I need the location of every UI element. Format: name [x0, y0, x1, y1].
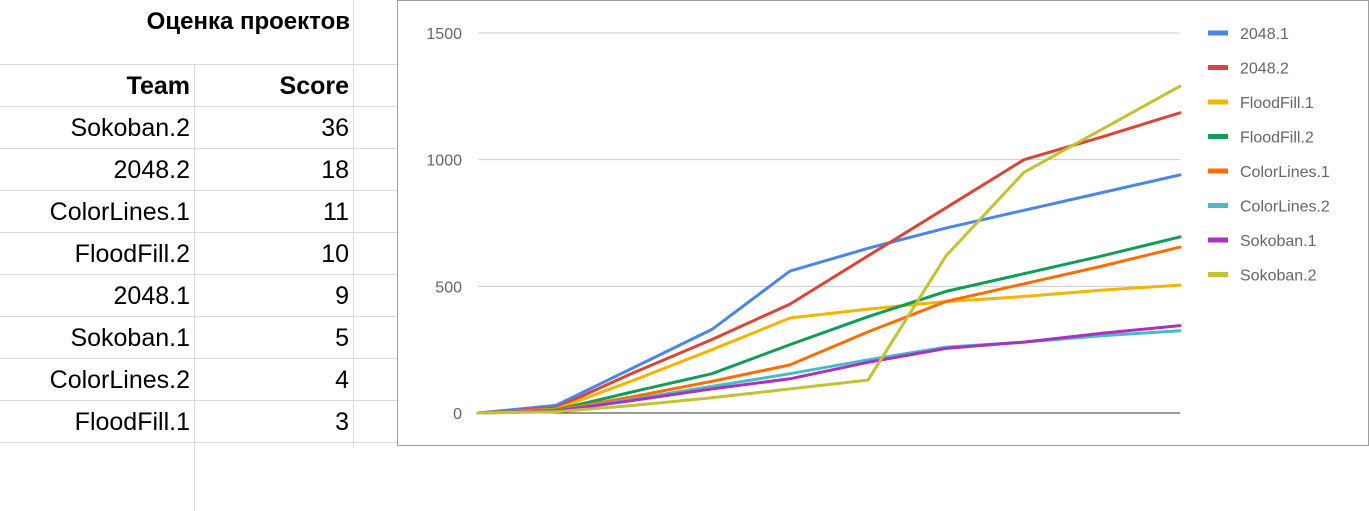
legend-label: 2048.2	[1240, 61, 1289, 78]
y-tick-label: 1000	[426, 153, 462, 170]
y-tick-label: 1500	[426, 26, 462, 43]
sheet-title[interactable]: Оценка проектов	[146, 8, 350, 35]
team-cell[interactable]: 2048.2	[113, 156, 190, 184]
legend-label: FloodFill.1	[1240, 95, 1314, 112]
series-line-ColorLines.1	[476, 245, 1182, 415]
legend-label: 2048.1	[1240, 26, 1289, 43]
row-divider	[0, 232, 400, 233]
series-line-2048.2	[476, 111, 1182, 415]
score-cell[interactable]: 9	[335, 282, 349, 310]
team-cell[interactable]: Sokoban.1	[70, 324, 190, 352]
score-cell[interactable]: 5	[335, 324, 349, 352]
y-tick-label: 500	[435, 279, 462, 296]
row-divider	[0, 64, 400, 65]
chart-canvas: 0 500 1000 1500 2048.1 2048.2 FloodFill.1 Flood…	[426, 26, 1330, 423]
series-line-2048.1	[476, 173, 1182, 415]
column-divider	[194, 64, 195, 511]
spreadsheet: Оценка проектов Team Score Sokoban.2 36 …	[0, 0, 400, 511]
legend-label: Sokoban.2	[1240, 268, 1317, 285]
row-divider	[0, 106, 400, 107]
row-divider	[0, 316, 400, 317]
score-cell[interactable]: 3	[335, 408, 349, 436]
series-line-FloodFill.2	[476, 235, 1182, 415]
team-cell[interactable]: FloodFill.2	[74, 240, 190, 268]
score-cell[interactable]: 11	[323, 198, 349, 226]
team-cell[interactable]: 2048.1	[113, 282, 190, 310]
series-line-FloodFill.1	[476, 283, 1182, 415]
legend-label: FloodFill.2	[1240, 130, 1314, 147]
legend-label: ColorLines.2	[1240, 199, 1330, 216]
column-divider	[353, 0, 354, 447]
y-tick-label: 0	[453, 406, 462, 423]
row-divider	[0, 442, 400, 443]
team-cell[interactable]: ColorLines.1	[49, 198, 190, 226]
team-header-cell[interactable]: Team	[126, 72, 190, 100]
series-line-Sokoban.1	[476, 324, 1182, 415]
row-divider	[0, 400, 400, 401]
team-cell[interactable]: ColorLines.2	[49, 366, 190, 394]
legend-label: Sokoban.1	[1240, 233, 1317, 250]
legend-label: ColorLines.1	[1240, 164, 1330, 181]
score-cell[interactable]: 36	[321, 114, 349, 142]
row-divider	[0, 148, 400, 149]
score-header-cell[interactable]: Score	[279, 72, 349, 100]
row-divider	[0, 190, 400, 191]
row-divider	[0, 358, 400, 359]
score-cell[interactable]: 18	[321, 156, 349, 184]
score-cell[interactable]: 10	[321, 240, 349, 268]
line-chart[interactable]: 0 500 1000 1500 2048.1 2048.2 FloodFill.1 Flood…	[397, 0, 1369, 446]
score-cell[interactable]: 4	[335, 366, 349, 394]
team-cell[interactable]: FloodFill.1	[74, 408, 190, 436]
series-line-Sokoban.2	[476, 84, 1182, 415]
team-cell[interactable]: Sokoban.2	[70, 114, 190, 142]
row-divider	[0, 274, 400, 275]
